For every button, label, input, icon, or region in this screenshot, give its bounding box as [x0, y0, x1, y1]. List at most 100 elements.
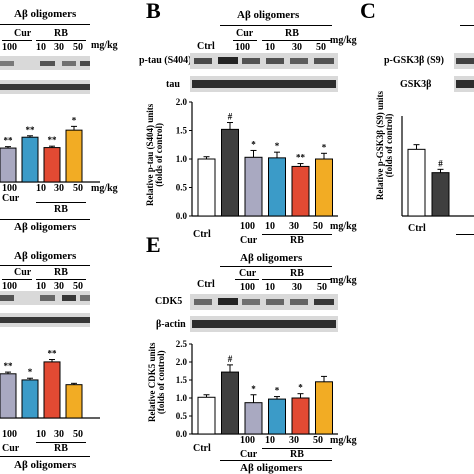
panel-b-header: Aβ oligomers: [237, 9, 300, 21]
panel-e-blot-1-label: CDK5: [155, 296, 183, 307]
panel-b-bottom-rb: RB: [290, 235, 304, 246]
panel-b-tick-label-4: 2.0: [176, 97, 188, 107]
panel-a-sig-2: **: [48, 135, 58, 145]
panel-b-tick-label-1: 0.5: [176, 183, 188, 193]
panel-d-bottom-dose-2: 10: [36, 429, 46, 440]
panel-a-bottom-dose-1: 100: [2, 183, 17, 194]
panel-b-bar-5: [315, 158, 333, 217]
panel-e-dose-4: 50: [317, 282, 327, 293]
panel-e-bottom-dose-2: 10: [265, 435, 275, 446]
panel-a-blot-2: [0, 80, 90, 94]
panel-e-blot-1: [190, 294, 338, 310]
panel-c-blot-1-label: p-GSK3β (S9): [384, 55, 444, 66]
panel-b-ctrl: Ctrl: [197, 41, 215, 52]
panel-b-bar-2: [244, 156, 263, 217]
panel-c-bar-1: [431, 172, 450, 217]
panel-d-dose-1: 100: [2, 281, 17, 292]
panel-c-letter: C: [360, 0, 376, 23]
panel-a-chart: *******: [0, 115, 100, 183]
panel-e-letter: E: [146, 232, 161, 257]
panel-e-bottom-rb-line: [262, 448, 332, 449]
panel-a-dose-3: 30: [54, 42, 64, 53]
panel-a-footer: Aβ oligomers: [14, 221, 77, 233]
panel-e-sig-4: *: [298, 383, 303, 393]
panel-e-blot-2-label: β-actin: [156, 319, 186, 330]
panel-b-header-line: [220, 25, 332, 26]
panel-b-blot-1-label: p-tau (S404): [139, 55, 192, 66]
panel-e-footer-line: [220, 460, 332, 461]
panel-a-sig-3: *: [72, 115, 77, 125]
panel-a-blot-1: [0, 56, 90, 70]
panel-a-cur-label: Cur: [14, 28, 32, 39]
panel-d-header: Aβ oligomers: [14, 250, 77, 262]
panel-d-sig-1: *: [28, 367, 33, 377]
panel-a-rb-line: [36, 40, 86, 41]
panel-d-bar-3: [65, 384, 83, 419]
panel-c-bottom-ctrl: Ctrl: [408, 223, 426, 234]
panel-e-tick-label-3: 1.5: [176, 375, 188, 385]
panel-c-header-line: [460, 25, 474, 26]
panel-e-blot-2-bands: [192, 320, 336, 328]
panel-c-blot-1-bands: [456, 58, 474, 64]
panel-d-sig-2: **: [48, 349, 58, 359]
panel-d-cur-line: [2, 279, 32, 280]
panel-a-bottom-dose-4: 50: [73, 183, 83, 194]
panel-e-chart: 0.0 0.5 1.0 1.5 2.0 2.5 # * * *: [176, 339, 338, 439]
panel-d-bottom-cur: Cur: [2, 443, 20, 454]
panel-e-header-line: [220, 266, 332, 267]
panel-c-bottom-line: [456, 234, 474, 235]
panel-e-bar-4: [291, 397, 310, 435]
panel-e-ylabel: Relative CDK5 units (folds of control): [147, 343, 167, 423]
panel-a-sig-0: **: [4, 136, 14, 146]
panel-a-rb-label: RB: [54, 28, 68, 39]
panel-c-blot-1: [454, 53, 474, 69]
panel-c-sig-1: #: [438, 158, 443, 168]
panel-b-blot-2-bands: [192, 80, 336, 88]
panel-d-header-line: [0, 265, 90, 266]
panel-d-dose-4: 50: [73, 281, 83, 292]
panel-e-rb: RB: [290, 268, 304, 279]
panel-d-rb: RB: [54, 267, 68, 278]
panel-e-blot-2: [190, 316, 338, 332]
panel-a-dose-1: 100: [2, 42, 17, 53]
panel-d-sig-0: **: [4, 361, 14, 371]
panel-e-tick-label-0: 0.0: [176, 429, 188, 439]
panel-e-dose-2: 10: [265, 282, 275, 293]
panel-b-bottom-dose-3: 30: [289, 221, 299, 232]
panel-b-cur: Cur: [236, 28, 254, 39]
panel-e-sig-1: #: [228, 354, 233, 364]
panel-e-footer: Aβ oligomers: [240, 462, 303, 474]
panel-e-ctrl: Ctrl: [197, 279, 215, 290]
panel-b-blot-1: [190, 53, 338, 69]
panel-b-sig-4: **: [296, 153, 306, 163]
panel-b-bar-3: [268, 157, 286, 217]
panel-e-bottom-ctrl: Ctrl: [193, 443, 211, 454]
panel-e-tick-label-4: 2.0: [176, 357, 188, 367]
panel-c-bar-0: [407, 148, 426, 217]
panel-d-bar-1: [21, 379, 39, 419]
panel-e-bottom-dose-1: 100: [240, 435, 255, 446]
panel-b-chart: 0.00.51.01.52.0#* ****: [176, 97, 338, 221]
panel-e-rb-line: [262, 279, 332, 280]
panel-b-bar-4: [291, 165, 310, 217]
panel-a-dose-4: 50: [73, 42, 83, 53]
panel-b-dose-4: 50: [316, 42, 326, 53]
panel-b-dose-3: 30: [292, 42, 302, 53]
panel-a-bar-2: [43, 147, 61, 183]
panel-d-dose-3: 30: [54, 281, 64, 292]
panel-c-ylabel: Relative p-GSK3β (S9) units (folds of co…: [375, 91, 395, 200]
panel-a-bottom-unit: mg/kg: [91, 183, 118, 194]
panel-a-blot-1-bands: [0, 61, 90, 66]
panel-a-bottom-cur-label: Cur: [2, 193, 20, 204]
panel-e-bottom-rb: RB: [290, 449, 304, 460]
panel-e-tick-label-5: 2.5: [176, 339, 188, 349]
panel-b-bar-1: [221, 128, 239, 217]
panel-b-blot-2-label: tau: [166, 79, 180, 90]
panel-a-header: Aβ oligomers: [14, 8, 77, 20]
panel-e-bottom-unit: mg/kg: [330, 435, 357, 446]
panel-e-unit: mg/kg: [330, 275, 357, 286]
panel-a-unit: mg/kg: [91, 40, 118, 51]
panel-e-dose-3: 30: [292, 282, 302, 293]
panel-b-blot-2: [190, 76, 338, 92]
panel-b-bottom-dose-1: 100: [240, 221, 255, 232]
